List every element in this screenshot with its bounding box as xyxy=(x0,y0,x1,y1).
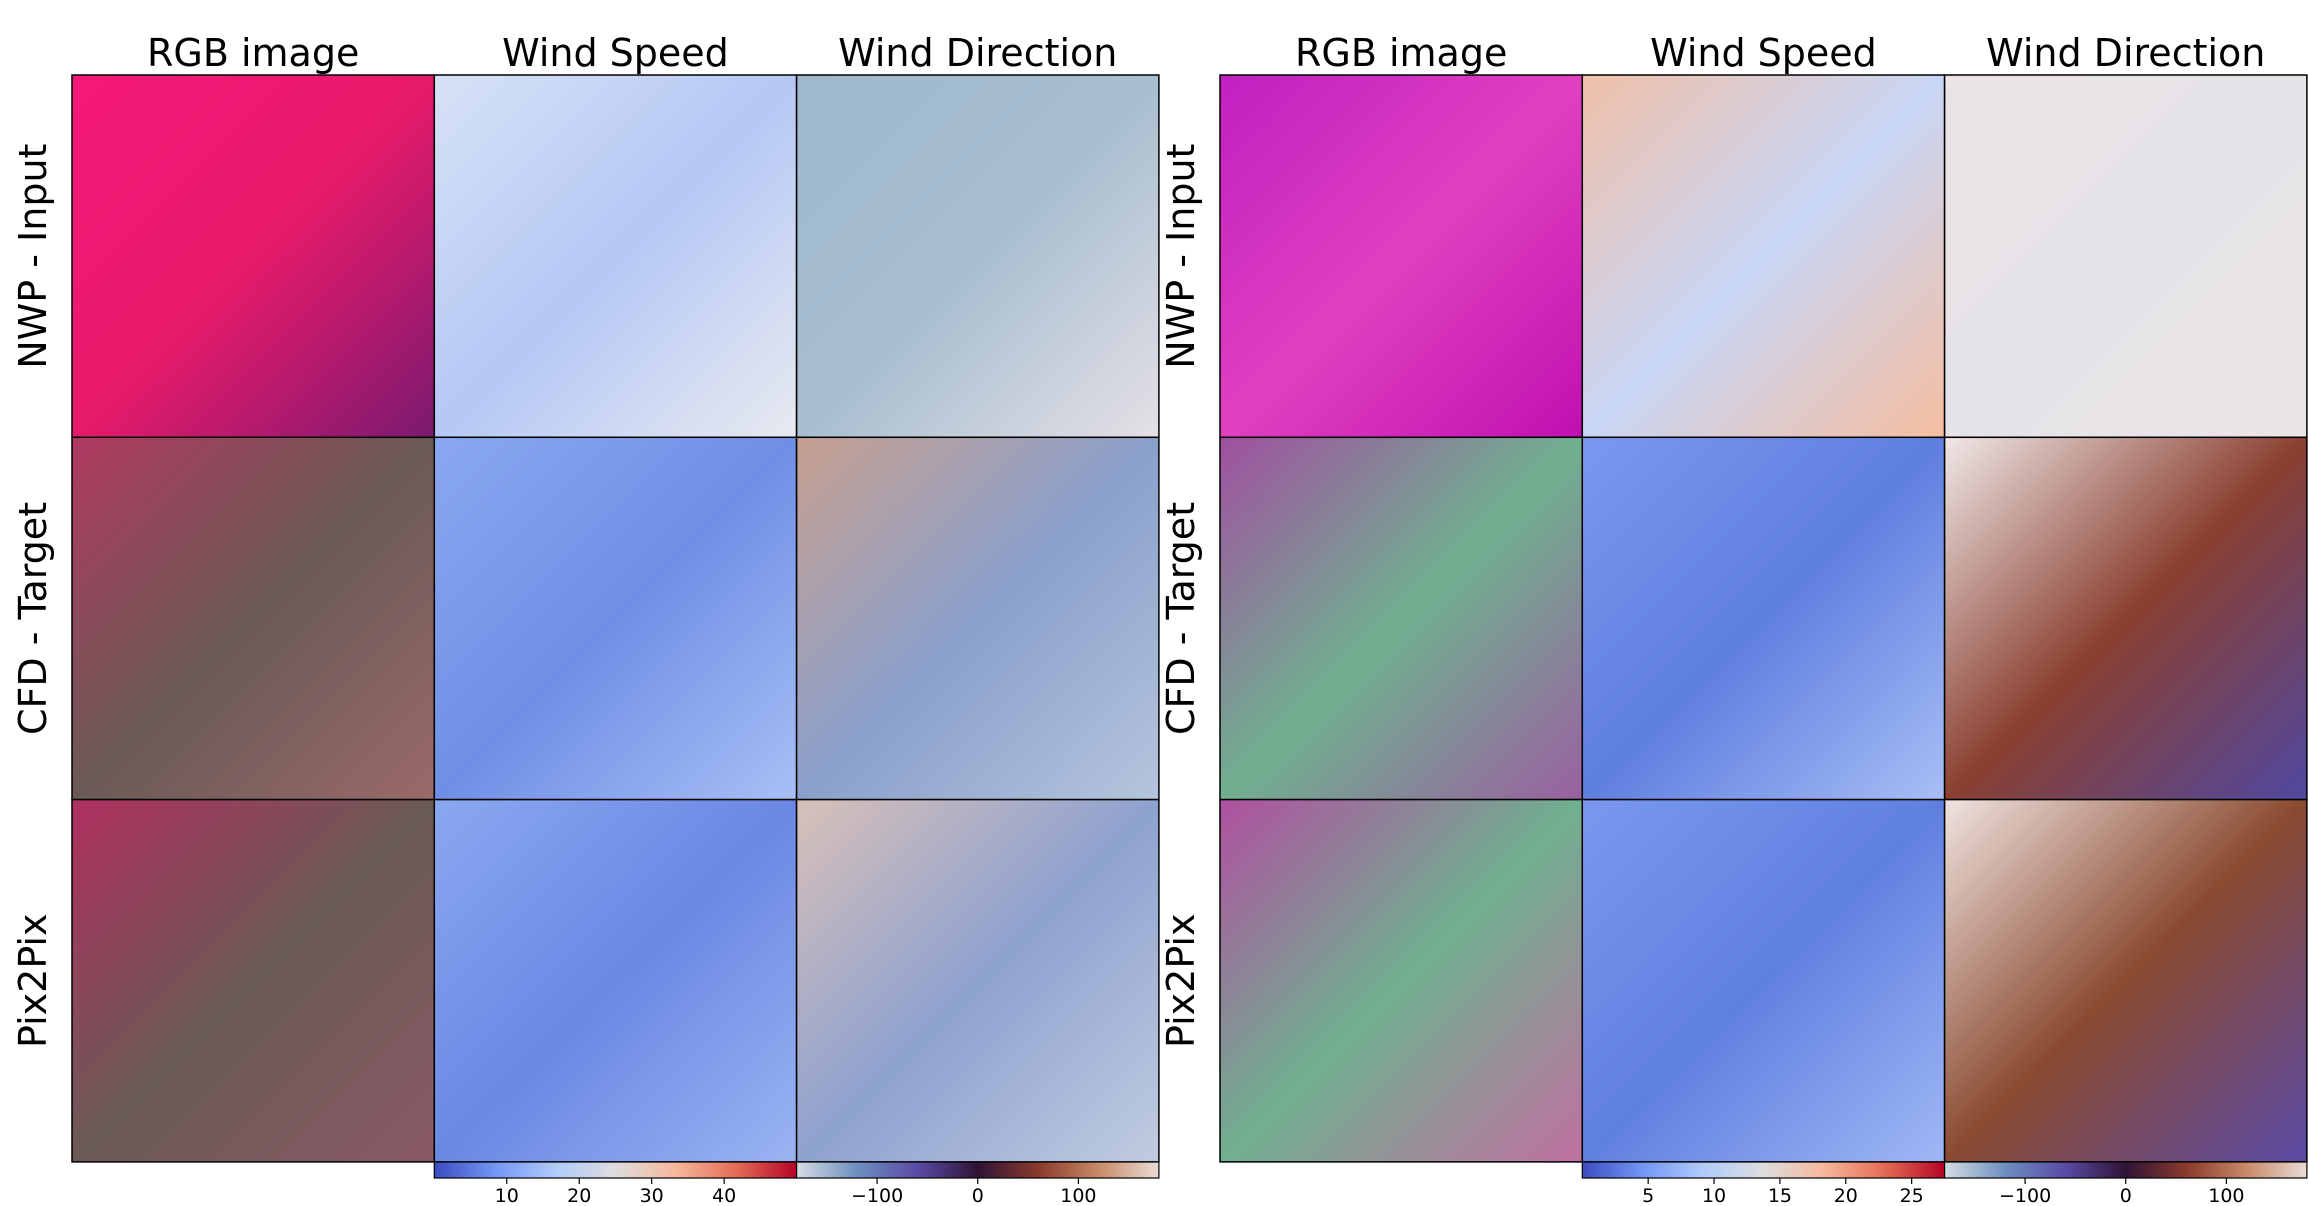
image-panel xyxy=(1945,800,2307,1162)
column-title: Wind Direction xyxy=(1986,31,2265,75)
image-panel xyxy=(1582,800,1944,1162)
colorbar xyxy=(1582,1162,1944,1178)
colorbar-tick-label: 20 xyxy=(1834,1185,1858,1206)
image-panel xyxy=(797,800,1159,1162)
colorbar-tick-label: 30 xyxy=(640,1185,664,1206)
column-title: Wind Direction xyxy=(838,31,1117,75)
colorbar xyxy=(797,1162,1159,1178)
image-panel xyxy=(434,800,796,1162)
colorbar-tick-label: 40 xyxy=(712,1185,736,1206)
row-label: CFD - Target xyxy=(11,502,55,735)
column-title: RGB image xyxy=(147,31,359,75)
colorbar xyxy=(1945,1162,2307,1178)
colorbar-tick-label: 5 xyxy=(1642,1185,1654,1206)
image-panel xyxy=(434,437,796,799)
colorbar-tick-label: 100 xyxy=(2208,1185,2244,1206)
colorbar xyxy=(434,1162,796,1178)
column-title: RGB image xyxy=(1295,31,1507,75)
image-panel xyxy=(72,800,434,1162)
colorbar-tick-label: −100 xyxy=(851,1185,903,1206)
row-label: CFD - Target xyxy=(1159,502,1203,735)
colorbar-tick-label: 25 xyxy=(1900,1185,1924,1206)
colorbar-tick-label: −100 xyxy=(1999,1185,2051,1206)
image-panel xyxy=(1582,437,1944,799)
image-panel xyxy=(1582,75,1944,437)
image-panel xyxy=(434,75,796,437)
column-title: Wind Speed xyxy=(502,31,729,75)
row-label: NWP - Input xyxy=(1159,144,1203,369)
row-label: NWP - Input xyxy=(11,144,55,369)
figure: RGB image Wind Speed Wind Direction NWP - I… xyxy=(0,0,2308,1206)
colorbar-tick-label: 100 xyxy=(1060,1185,1096,1206)
colorbar-tick-label: 10 xyxy=(495,1185,519,1206)
column-title: Wind Speed xyxy=(1650,31,1877,75)
image-panel xyxy=(1220,75,1582,437)
image-panel xyxy=(72,75,434,437)
row-label: Pix2Pix xyxy=(1159,914,1203,1048)
image-panel xyxy=(797,437,1159,799)
colorbar-tick-label: 20 xyxy=(567,1185,591,1206)
colorbar-tick-label: 0 xyxy=(972,1185,984,1206)
image-panel xyxy=(1945,75,2307,437)
colorbar-tick-label: 0 xyxy=(2120,1185,2132,1206)
row-label: Pix2Pix xyxy=(11,914,55,1048)
image-panel xyxy=(797,75,1159,437)
colorbar-tick-label: 15 xyxy=(1768,1185,1792,1206)
image-panel xyxy=(1945,437,2307,799)
image-panel xyxy=(1220,800,1582,1162)
image-panel xyxy=(72,437,434,799)
colorbar-tick-label: 10 xyxy=(1702,1185,1726,1206)
image-panel xyxy=(1220,437,1582,799)
panel: RGB image Wind Speed Wind Direction NWP - I… xyxy=(1159,31,2307,1206)
panel: RGB image Wind Speed Wind Direction NWP - I… xyxy=(11,31,1159,1206)
